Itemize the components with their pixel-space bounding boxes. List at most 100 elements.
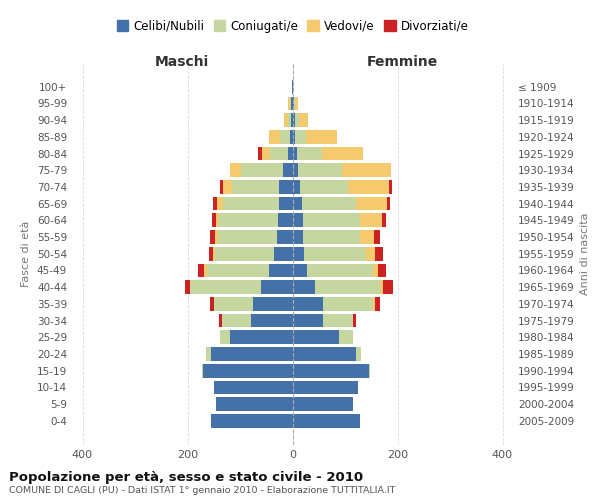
- Bar: [218, 230, 277, 244]
- Y-axis label: Anni di nascita: Anni di nascita: [580, 212, 590, 295]
- Text: Maschi: Maschi: [155, 55, 209, 69]
- Bar: [204, 264, 207, 278]
- Bar: [376, 297, 380, 310]
- Bar: [382, 214, 386, 227]
- Bar: [293, 264, 307, 278]
- Bar: [261, 280, 293, 294]
- Bar: [303, 230, 360, 244]
- Bar: [219, 214, 278, 227]
- Bar: [374, 230, 380, 244]
- Text: COMUNE DI CAGLI (PU) - Dati ISTAT 1° gennaio 2010 - Elaborazione TUTTITALIA.IT: COMUNE DI CAGLI (PU) - Dati ISTAT 1° gen…: [9, 486, 395, 495]
- Bar: [293, 280, 314, 294]
- Bar: [213, 197, 217, 210]
- Bar: [203, 364, 293, 378]
- Bar: [293, 114, 295, 127]
- Bar: [389, 180, 392, 194]
- Bar: [278, 214, 293, 227]
- Bar: [298, 164, 343, 177]
- Bar: [387, 197, 389, 210]
- Bar: [269, 130, 280, 143]
- Bar: [290, 130, 293, 143]
- Bar: [293, 397, 353, 411]
- Bar: [293, 197, 302, 210]
- Bar: [215, 247, 274, 260]
- Bar: [289, 114, 291, 127]
- Bar: [212, 214, 217, 227]
- Bar: [217, 397, 293, 411]
- Bar: [323, 314, 353, 328]
- Bar: [209, 297, 214, 310]
- Bar: [283, 164, 293, 177]
- Bar: [299, 114, 308, 127]
- Bar: [295, 114, 299, 127]
- Bar: [211, 347, 293, 361]
- Bar: [219, 314, 221, 328]
- Bar: [293, 180, 300, 194]
- Bar: [293, 314, 323, 328]
- Bar: [206, 347, 211, 361]
- Legend: Celibi/Nubili, Coniugati/e, Vedovi/e, Divorziati/e: Celibi/Nubili, Coniugati/e, Vedovi/e, Di…: [112, 15, 473, 38]
- Bar: [293, 297, 323, 310]
- Bar: [241, 164, 283, 177]
- Bar: [253, 297, 293, 310]
- Bar: [304, 247, 366, 260]
- Bar: [293, 230, 303, 244]
- Bar: [293, 130, 295, 143]
- Bar: [355, 197, 387, 210]
- Bar: [380, 280, 383, 294]
- Bar: [262, 146, 270, 160]
- Bar: [322, 146, 363, 160]
- Bar: [293, 330, 338, 344]
- Bar: [280, 197, 293, 210]
- Bar: [373, 264, 378, 278]
- Bar: [232, 180, 280, 194]
- Bar: [223, 197, 280, 210]
- Bar: [293, 96, 295, 110]
- Bar: [290, 96, 292, 110]
- Bar: [293, 347, 355, 361]
- Bar: [293, 146, 296, 160]
- Bar: [360, 230, 374, 244]
- Bar: [293, 214, 303, 227]
- Bar: [258, 146, 262, 160]
- Bar: [274, 247, 293, 260]
- Bar: [307, 264, 373, 278]
- Bar: [217, 214, 219, 227]
- Bar: [300, 180, 348, 194]
- Text: Femmine: Femmine: [367, 55, 439, 69]
- Bar: [220, 330, 229, 344]
- Bar: [289, 146, 293, 160]
- Bar: [214, 297, 253, 310]
- Bar: [355, 347, 361, 361]
- Bar: [220, 180, 223, 194]
- Bar: [211, 414, 293, 428]
- Bar: [217, 197, 223, 210]
- Bar: [295, 130, 306, 143]
- Bar: [251, 314, 293, 328]
- Bar: [383, 280, 394, 294]
- Bar: [229, 164, 241, 177]
- Bar: [280, 180, 293, 194]
- Bar: [306, 130, 337, 143]
- Bar: [343, 164, 391, 177]
- Bar: [302, 197, 355, 210]
- Bar: [366, 247, 376, 260]
- Bar: [202, 364, 203, 378]
- Bar: [293, 247, 304, 260]
- Text: Popolazione per età, sesso e stato civile - 2010: Popolazione per età, sesso e stato civil…: [9, 472, 363, 484]
- Bar: [292, 96, 293, 110]
- Bar: [210, 230, 215, 244]
- Bar: [190, 280, 261, 294]
- Bar: [293, 364, 368, 378]
- Bar: [293, 414, 360, 428]
- Bar: [376, 247, 383, 260]
- Bar: [293, 380, 358, 394]
- Bar: [289, 96, 290, 110]
- Bar: [368, 364, 370, 378]
- Bar: [293, 164, 298, 177]
- Bar: [212, 247, 215, 260]
- Bar: [280, 130, 290, 143]
- Bar: [270, 146, 289, 160]
- Bar: [296, 146, 322, 160]
- Bar: [291, 114, 293, 127]
